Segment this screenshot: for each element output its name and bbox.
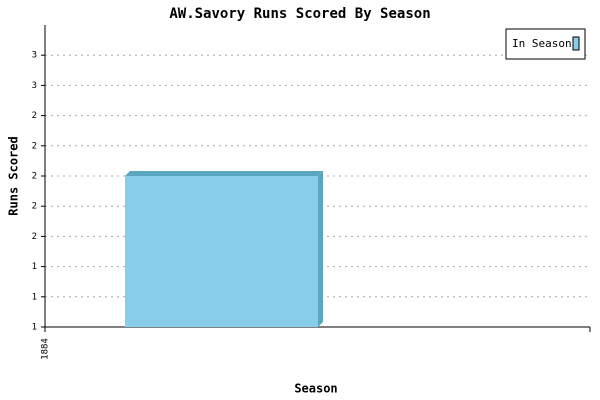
y-axis-label: Runs Scored	[7, 136, 21, 215]
y-tick-label: 3	[32, 81, 37, 91]
legend: In Season	[505, 28, 586, 60]
y-tick-label: 2	[32, 202, 37, 212]
y-tick-label: 1	[32, 323, 37, 333]
bar	[125, 176, 318, 327]
y-tick-label: 1	[32, 292, 37, 302]
y-tick-label: 2	[32, 232, 37, 242]
legend-label: In Season	[512, 37, 572, 50]
y-tick-label: 1	[32, 262, 37, 272]
bar-side	[318, 171, 323, 327]
y-tick-label: 2	[32, 141, 37, 151]
y-tick-label: 2	[32, 172, 37, 182]
x-axis-label: Season	[294, 382, 337, 396]
y-tick-label: 3	[32, 51, 37, 61]
chart-title: AW.Savory Runs Scored By Season	[169, 6, 430, 22]
y-tick-label: 2	[32, 111, 37, 121]
legend-swatch	[572, 36, 580, 51]
legend-box	[505, 28, 586, 60]
bar-top	[125, 171, 323, 176]
x-tick-label: 1884	[41, 338, 51, 360]
